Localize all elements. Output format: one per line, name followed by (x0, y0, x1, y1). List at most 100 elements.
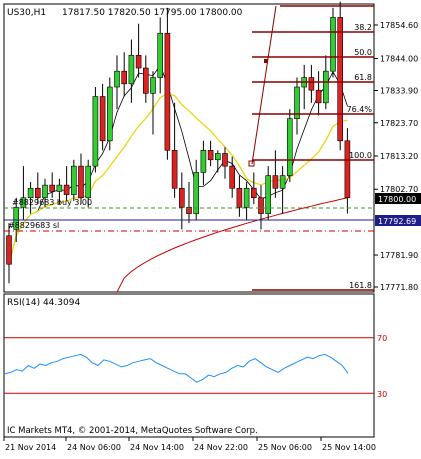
candle[interactable] (128, 39, 135, 103)
fib-level-label: 76.4% (347, 105, 373, 114)
candle[interactable] (49, 172, 56, 198)
order-price-label: 17792.69 (378, 217, 416, 226)
candle[interactable] (229, 156, 235, 198)
price-tick-label: 17823.70 (380, 119, 418, 128)
candle[interactable] (56, 178, 63, 205)
time-tick-label: 24 Nov 22:00 (194, 443, 248, 452)
rsi-level-70-label: 70 (377, 334, 387, 343)
fib-anchor-handle[interactable] (248, 160, 255, 167)
candle-body (279, 175, 286, 189)
candle[interactable] (27, 181, 34, 214)
candle[interactable] (243, 181, 250, 220)
fib-level-label: 61.8 (354, 73, 372, 82)
candle[interactable] (193, 159, 199, 220)
candle-body (135, 55, 142, 69)
candle[interactable] (143, 55, 149, 103)
fibonacci-levels[interactable]: 38.2 50.0 61.8 76.4% 100.0 161.8 (248, 5, 374, 291)
price-tick-label: 17833.90 (380, 87, 418, 96)
sl-order-label[interactable]: #8829683 sl (8, 221, 59, 230)
fib-mid-handle[interactable] (264, 59, 268, 63)
candle[interactable] (164, 7, 171, 160)
fib-level-label: 38.2 (354, 23, 372, 32)
price-tick-label: 17813.20 (380, 152, 418, 161)
candle-body (99, 96, 106, 142)
rsi-panel-frame (3, 293, 375, 438)
candle-body (164, 32, 171, 151)
fib-trendline[interactable] (251, 5, 277, 165)
candle[interactable] (157, 17, 163, 94)
candle-body (85, 165, 91, 199)
candle-body (114, 70, 120, 88)
candle[interactable] (200, 140, 207, 186)
candle[interactable] (135, 23, 142, 78)
candle[interactable] (236, 175, 243, 217)
candle-body (143, 67, 149, 94)
candle[interactable] (272, 150, 279, 198)
candle[interactable] (330, 7, 336, 78)
candles[interactable] (6, 1, 351, 284)
buy-order-label[interactable]: #8829683 buy 3.00 (12, 198, 92, 207)
candle[interactable] (279, 166, 286, 214)
candle-body (157, 32, 163, 78)
candle[interactable] (114, 55, 120, 110)
time-tick-label: 24 Nov 14:00 (130, 443, 184, 452)
candle-body (200, 150, 207, 173)
candle-body (107, 86, 113, 142)
candle[interactable] (6, 223, 12, 284)
candle-body (294, 86, 300, 119)
current-price-label: 17800.00 (378, 195, 416, 204)
candle[interactable] (294, 77, 300, 135)
candle[interactable] (222, 147, 228, 179)
ma-mid-line (8, 92, 348, 265)
candle[interactable] (171, 102, 178, 198)
candle[interactable] (258, 185, 264, 230)
candle[interactable] (286, 109, 293, 182)
candle[interactable] (207, 140, 214, 167)
price-tick-label: 17802.70 (380, 185, 418, 194)
fib-level-label: 161.8 (349, 281, 372, 290)
candle[interactable] (34, 172, 41, 205)
time-tick-label: 25 Nov 14:00 (322, 443, 376, 452)
candle-body (186, 206, 192, 214)
current-price-tag (375, 193, 421, 204)
candle[interactable] (315, 71, 322, 116)
candle[interactable] (92, 87, 99, 173)
candle[interactable] (150, 71, 156, 135)
candle-body (258, 197, 264, 214)
candle[interactable] (308, 64, 315, 103)
candle-body (272, 175, 279, 189)
candle[interactable] (121, 52, 127, 97)
candle[interactable] (71, 159, 77, 201)
candle[interactable] (63, 166, 70, 201)
time-axis: 21 Nov 2014 24 Nov 06:00 24 Nov 14:00 24 No… (3, 437, 376, 452)
candle[interactable] (251, 172, 257, 205)
candle-body (13, 206, 19, 230)
candle[interactable] (85, 159, 91, 208)
header-ohlc: 17817.50 17820.50 17795.00 17800.00 (62, 8, 243, 18)
order-lines[interactable] (4, 207, 374, 232)
candle-body (286, 118, 293, 176)
main-chart-frame (3, 3, 375, 293)
candle-body (251, 187, 257, 199)
candle[interactable] (344, 128, 351, 214)
candle[interactable] (215, 150, 221, 173)
candle[interactable] (42, 178, 48, 208)
candle[interactable] (99, 83, 106, 151)
candle[interactable] (107, 77, 113, 151)
candle[interactable] (265, 166, 272, 220)
candle-body (6, 235, 12, 265)
fib-level-label: 100.0 (349, 151, 372, 160)
candle[interactable] (186, 181, 192, 224)
candle-body (222, 153, 228, 167)
time-tick-label: 21 Nov 2014 (5, 443, 56, 452)
candle-body (330, 17, 336, 72)
rsi-level-30-label: 30 (377, 390, 387, 399)
candle[interactable] (20, 166, 27, 220)
rsi-line (4, 353, 349, 383)
candle[interactable] (337, 1, 344, 151)
candle[interactable] (78, 153, 84, 205)
candle-body (337, 17, 344, 142)
candle-body (236, 187, 243, 208)
